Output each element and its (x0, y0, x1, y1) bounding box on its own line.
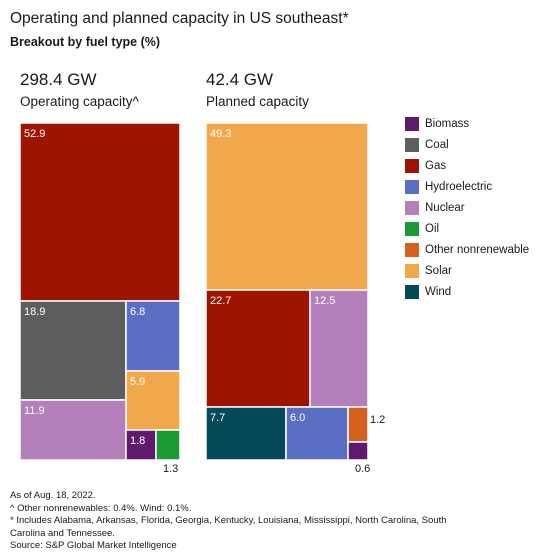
legend-label: Oil (425, 222, 440, 235)
note-date: As of Aug. 18, 2022. (10, 490, 96, 501)
note-other: ^ Other nonrenewables: 0.4%. Wind: 0.1%. (10, 502, 192, 514)
legend-label: Biomass (425, 117, 470, 130)
planned-value-other-nonrenewable: 1.2 (370, 414, 385, 426)
operating-value-coal: 18.9 (24, 306, 45, 318)
legend-label: Other nonrenewable (425, 243, 530, 256)
legend-item-coal: Coal (405, 134, 529, 155)
planned-tile-solar (205, 122, 369, 291)
legend-swatch (405, 200, 419, 215)
legend-label: Coal (425, 138, 449, 151)
legend-item-oil: Oil (405, 218, 529, 239)
operating-tile-gas (19, 122, 181, 302)
planned-tile-biomass (347, 441, 369, 461)
operating-tile-solar (125, 370, 181, 431)
operating-value-solar: 5.9 (130, 376, 145, 388)
legend-label: Solar (425, 264, 452, 277)
legend-item-nuclear: Nuclear (405, 197, 529, 218)
planned-tile-wind (205, 406, 287, 461)
legend: Biomass Coal Gas Hydroelectric Nuclear Oil Oth… (405, 113, 529, 302)
treemap-chart: 52.9 18.9 6.8 5.9 11.9 1.8 1.3 49.3 22.7 12.5 7.7 6… (19, 122, 385, 475)
operating-value-oil: 1.3 (163, 463, 178, 475)
legend-swatch (405, 137, 419, 152)
legend-label: Nuclear (425, 201, 465, 214)
chart-title: Operating and planned capacity in US sou… (10, 10, 349, 27)
note-states: * Includes Alabama, Arkansas, Florida, G… (10, 515, 447, 539)
legend-swatch (405, 263, 419, 278)
operating-tile-oil (155, 429, 181, 461)
operating-tile-nuclear (19, 399, 127, 461)
footnotes: As of Aug. 18, 2022. ^ Other nonrenewabl… (10, 490, 480, 553)
legend-label: Wind (425, 285, 452, 298)
legend-item-gas: Gas (405, 155, 529, 176)
planned-label: Planned capacity (206, 94, 309, 109)
planned-total: 42.4 GW (206, 70, 274, 89)
planned-tile-nuclear (309, 289, 369, 408)
operating-value-gas: 52.9 (24, 128, 45, 140)
planned-value-biomass: 0.6 (355, 463, 370, 475)
operating-value-nuclear: 11.9 (24, 405, 45, 417)
planned-tile-gas (205, 289, 311, 408)
planned-value-gas: 22.7 (210, 295, 231, 307)
operating-value-hydroelectric: 6.8 (130, 306, 145, 318)
legend-swatch (405, 242, 419, 257)
legend-item-hydroelectric: Hydroelectric (405, 176, 529, 197)
planned-value-hydroelectric: 6.0 (290, 412, 305, 424)
legend-swatch (405, 179, 419, 194)
planned-value-solar: 49.3 (210, 128, 231, 140)
note-source: Source: S&P Global Market Intelligence (10, 540, 177, 552)
legend-label: Hydroelectric (425, 180, 493, 193)
planned-value-nuclear: 12.5 (314, 295, 335, 307)
operating-value-biomass: 1.8 (130, 435, 145, 447)
legend-item-wind: Wind (405, 281, 529, 302)
legend-item-solar: Solar (405, 260, 529, 281)
legend-swatch (405, 158, 419, 173)
planned-value-wind: 7.7 (210, 412, 225, 424)
chart-subtitle: Breakout by fuel type (%) (10, 35, 161, 49)
planned-tile-other-nonrenewable (347, 406, 369, 443)
legend-item-biomass: Biomass (405, 113, 529, 134)
legend-item-other-nonrenewable: Other nonrenewable (405, 239, 529, 260)
legend-swatch (405, 221, 419, 236)
legend-swatch (405, 116, 419, 131)
planned-tile-hydroelectric (285, 406, 349, 461)
legend-swatch (405, 284, 419, 299)
operating-total: 298.4 GW (20, 70, 97, 89)
legend-label: Gas (425, 159, 447, 172)
operating-label: Operating capacity^ (20, 94, 139, 109)
